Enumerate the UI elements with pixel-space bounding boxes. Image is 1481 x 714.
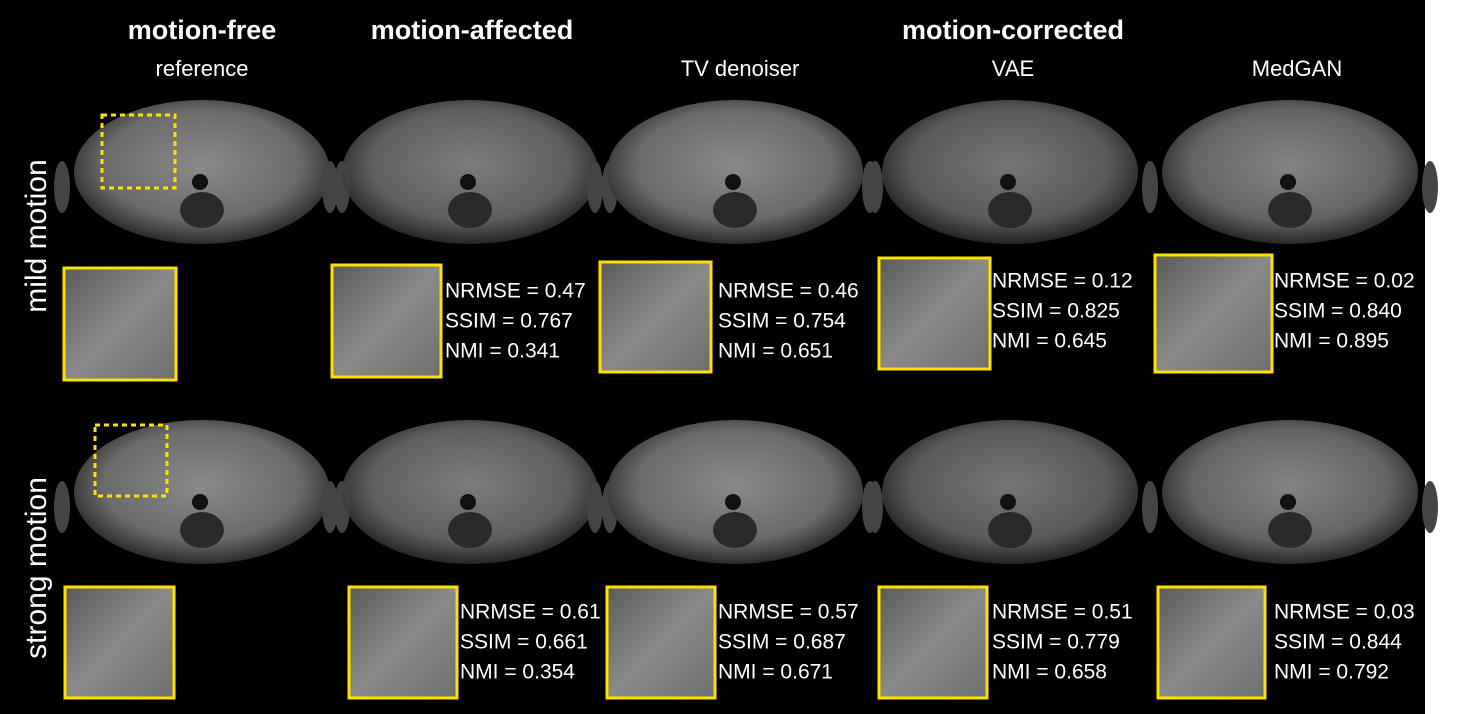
row-label: strong motion — [20, 477, 53, 659]
zoom-inset — [63, 585, 176, 700]
metric: NRMSE = 0.03 — [1274, 601, 1415, 624]
mri-body — [882, 100, 1138, 244]
zoom-inset — [598, 260, 713, 374]
metric: NMI = 0.354 — [460, 661, 575, 684]
metric: SSIM = 0.844 — [1274, 631, 1402, 654]
mri-arm — [1422, 481, 1438, 533]
mri-aorta — [1280, 494, 1296, 510]
mri-spine — [180, 192, 224, 228]
metric: NMI = 0.651 — [718, 340, 833, 363]
column-header: reference — [156, 56, 249, 81]
mri-body — [607, 100, 863, 244]
metric: NRMSE = 0.61 — [460, 601, 601, 624]
mri-spine — [1268, 512, 1312, 548]
mri-body — [342, 420, 598, 564]
zoom-inset — [330, 263, 443, 379]
mri-spine — [988, 192, 1032, 228]
mri-aorta — [725, 174, 741, 190]
group-header: motion-affected — [371, 15, 574, 45]
mri-arm — [1422, 161, 1438, 213]
metric: NMI = 0.671 — [718, 661, 833, 684]
zoom-inset — [877, 256, 992, 371]
mri-aorta — [192, 494, 208, 510]
metric: SSIM = 0.779 — [992, 631, 1120, 654]
group-header: motion-free — [128, 15, 277, 45]
metric: SSIM = 0.661 — [460, 631, 588, 654]
metric: SSIM = 0.767 — [445, 310, 573, 333]
mri-body — [342, 100, 598, 244]
mri-spine — [448, 192, 492, 228]
mri-arm — [587, 481, 603, 533]
mri-arm — [1142, 481, 1158, 533]
metric: SSIM = 0.825 — [992, 300, 1120, 323]
row-label: mild motion — [20, 159, 53, 312]
column-header: VAE — [992, 56, 1034, 81]
metric: SSIM = 0.687 — [718, 631, 846, 654]
mri-spine — [713, 512, 757, 548]
metric: NRMSE = 0.02 — [1274, 270, 1415, 293]
mri-body — [74, 420, 330, 564]
panels — [54, 100, 1438, 700]
metric: NMI = 0.341 — [445, 340, 560, 363]
metric: NRMSE = 0.46 — [718, 280, 859, 303]
metric: NRMSE = 0.12 — [992, 270, 1133, 293]
column-header: MedGAN — [1252, 56, 1342, 81]
zoom-inset — [605, 585, 717, 700]
metric: NRMSE = 0.57 — [718, 601, 859, 624]
metric: SSIM = 0.754 — [718, 310, 846, 333]
mri-aorta — [460, 174, 476, 190]
mri-arm — [322, 481, 338, 533]
mri-spine — [713, 192, 757, 228]
mri-arm — [54, 481, 70, 533]
mri-spine — [988, 512, 1032, 548]
metric: NMI = 0.895 — [1274, 330, 1389, 353]
zoom-inset — [347, 585, 459, 700]
mri-arm — [322, 161, 338, 213]
mri-body — [607, 420, 863, 564]
mri-aorta — [725, 494, 741, 510]
mri-arm — [862, 481, 878, 533]
mri-arm — [862, 161, 878, 213]
metric: NMI = 0.792 — [1274, 661, 1389, 684]
mri-arm — [1142, 161, 1158, 213]
mri-body — [74, 100, 330, 244]
column-header: TV denoiser — [681, 56, 800, 81]
metric: NRMSE = 0.47 — [445, 280, 586, 303]
mri-aorta — [1000, 174, 1016, 190]
metric: NRMSE = 0.51 — [992, 601, 1133, 624]
mri-spine — [1268, 192, 1312, 228]
mri-body — [1162, 100, 1418, 244]
roi-box — [100, 113, 177, 190]
mri-aorta — [460, 494, 476, 510]
mri-aorta — [1000, 494, 1016, 510]
mri-arm — [54, 161, 70, 213]
group-header: motion-corrected — [902, 15, 1124, 45]
mri-spine — [448, 512, 492, 548]
mri-body — [882, 420, 1138, 564]
mri-arm — [587, 161, 603, 213]
mri-spine — [180, 512, 224, 548]
zoom-inset — [1153, 253, 1274, 374]
mri-aorta — [1280, 174, 1296, 190]
metric: SSIM = 0.840 — [1274, 300, 1402, 323]
roi-box — [93, 423, 169, 498]
zoom-inset — [1156, 585, 1267, 700]
mri-body — [1162, 420, 1418, 564]
metric: NMI = 0.658 — [992, 661, 1107, 684]
mri-aorta — [192, 174, 208, 190]
zoom-inset — [62, 266, 178, 382]
zoom-inset — [877, 585, 989, 700]
metric: NMI = 0.645 — [992, 330, 1107, 353]
